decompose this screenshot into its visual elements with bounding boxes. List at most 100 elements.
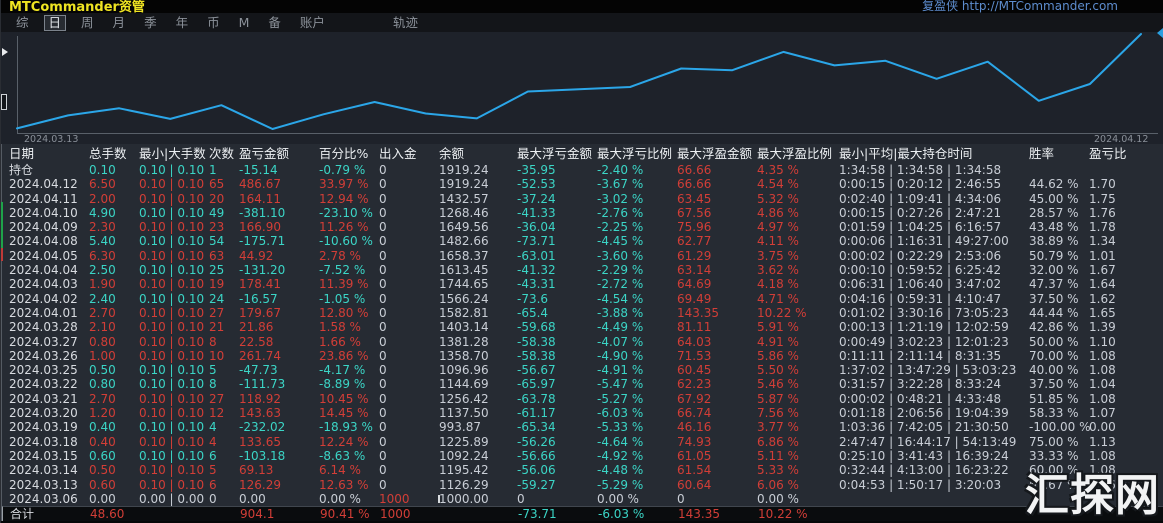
cell: 66.66 — [677, 177, 712, 192]
table-row[interactable]: 2024.03.14 0.50 0.10 | 0.10 5 69.13 6.14 % 0 11… — [2, 463, 1163, 477]
menu-item-8[interactable]: M — [238, 14, 250, 30]
table-row[interactable]: 2024.04.08 5.40 0.10 | 0.10 54 -175.71 -10.60… — [2, 234, 1163, 248]
cell: 0:01:02 | 3:30:16 | 73:05:23 — [839, 305, 1009, 320]
table-header-row: 日期 总手数 最小|大手数 次数 盈亏金额 百分比% 出入金 余额 最大浮亏金额 最大浮亏比例 最大… — [2, 144, 1163, 163]
cell: 0 — [379, 234, 387, 249]
menu-item-2[interactable]: 日 — [43, 14, 67, 31]
table-row[interactable]: 2024.03.27 0.80 0.10 | 0.10 8 22.58 1.66 % 0 13… — [2, 335, 1163, 349]
cell: 4.54 % — [757, 177, 799, 192]
cell: 2.70 — [89, 305, 116, 320]
table-row[interactable]: 2024.03.26 1.00 0.10 | 0.10 10 261.74 23.86 %… — [2, 349, 1163, 363]
menu-item-1[interactable]: 综 — [16, 14, 29, 30]
cell: 61.54 — [677, 463, 712, 478]
menu-item-5[interactable]: 季 — [144, 14, 157, 30]
cell: 0.80 — [89, 334, 116, 349]
cell: 166.90 — [239, 220, 281, 235]
table-row[interactable]: 2024.04.05 6.30 0.10 | 0.10 63 44.92 2.78 % 0 1… — [2, 249, 1163, 263]
brand-link[interactable]: 复盈侠 http://MTCommander.com — [922, 0, 1118, 13]
cell: -232.02 — [239, 420, 286, 435]
cell: 50.00 % — [1029, 334, 1079, 349]
table-row[interactable]: 2024.04.01 2.70 0.10 | 0.10 27 179.67 12.80 %… — [2, 306, 1163, 320]
cell: 0 — [379, 334, 387, 349]
watermark: 汇探网 — [1025, 470, 1160, 521]
cell: 6.50 — [89, 177, 116, 192]
table-row[interactable]: 2024.03.19 0.40 0.10 | 0.10 4 -232.02 -18.93 … — [2, 420, 1163, 434]
cell: 4.18 % — [757, 277, 799, 292]
cell: -65.4 — [517, 305, 549, 320]
menu-item-10[interactable]: 账户 — [299, 14, 325, 30]
cell: 0.00 — [89, 491, 116, 506]
cell: -23.10 % — [319, 205, 373, 220]
table-row[interactable]: 持仓 0.10 0.10 | 0.10 1 -15.14 -0.79 % 0 1919.24 -… — [2, 163, 1163, 177]
table-row[interactable]: 2024.03.22 0.80 0.10 | 0.10 8 -111.73 -8.89 %… — [2, 377, 1163, 391]
cell: 2.70 — [89, 391, 116, 406]
cell: 27 — [209, 391, 225, 406]
table-row[interactable]: 2024.03.20 1.20 0.10 | 0.10 12 143.63 14.45 %… — [2, 406, 1163, 420]
cell-date: 2024.03.27 — [9, 334, 78, 349]
cell: 1 — [209, 163, 217, 177]
cell: 66.66 — [677, 163, 712, 177]
cell: 1.62 — [1089, 291, 1116, 306]
cell: 37.50 % — [1029, 377, 1079, 392]
cell: 0 — [379, 305, 387, 320]
cell: 486.67 — [239, 177, 281, 192]
cell: 164.11 — [239, 191, 281, 206]
cell: 14.45 % — [319, 406, 369, 421]
cell: 1.70 — [1089, 177, 1116, 192]
menu-item-track[interactable]: 轨迹 — [392, 14, 418, 30]
cell: -3.02 % — [597, 191, 644, 206]
cell-date: 2024.03.28 — [9, 320, 78, 335]
cell: 0:01:18 | 2:06:56 | 19:04:39 — [839, 406, 1009, 421]
table-row[interactable]: 2024.04.09 2.30 0.10 | 0.10 23 166.90 11.26 %… — [2, 220, 1163, 234]
cell: 1.04 — [1089, 377, 1116, 392]
cell: 1.75 — [1089, 191, 1116, 206]
cell: 58.33 % — [1029, 406, 1079, 421]
table-row[interactable]: 2024.03.25 0.50 0.10 | 0.10 5 -47.73 -4.17 % 0… — [2, 363, 1163, 377]
table-row[interactable]: 2024.04.11 2.00 0.10 | 0.10 20 164.11 12.94 %… — [2, 192, 1163, 206]
table-row[interactable]: 2024.03.15 0.60 0.10 | 0.10 6 -103.18 -8.63 %… — [2, 449, 1163, 463]
cell: 4 — [209, 420, 217, 435]
menu-item-4[interactable]: 月 — [112, 14, 126, 30]
cell: -4.91 % — [597, 363, 644, 378]
cell: 2.10 — [89, 320, 116, 335]
left-edge-green-marker — [1, 202, 3, 248]
cell: -56.66 — [517, 448, 556, 463]
menu-item-6[interactable]: 年 — [175, 14, 189, 30]
table-row[interactable]: 2024.03.13 0.60 0.10 | 0.10 6 126.29 12.63 % 0… — [2, 478, 1163, 492]
table-row[interactable]: 2024.04.12 6.50 0.10 | 0.10 65 486.67 33.97 %… — [2, 177, 1163, 191]
cell: 4.90 — [89, 205, 116, 220]
cell: 38.89 % — [1029, 234, 1079, 249]
menu-item-9[interactable]: 备 — [268, 14, 281, 30]
menu-item-3[interactable]: 周 — [81, 14, 94, 30]
cell-date: 2024.03.20 — [9, 406, 78, 421]
cell: -58.38 — [517, 334, 556, 349]
table-row[interactable]: 2024.03.28 2.10 0.10 | 0.10 21 21.86 1.58 % 0 1… — [2, 320, 1163, 334]
cell: 0 — [379, 220, 387, 235]
table-row[interactable]: 2024.03.06 0.00 0.00 | 0.00 0 0.00 0.00 % 1000… — [2, 492, 1163, 506]
cell: 81.11 — [677, 320, 712, 335]
cell: -56.26 — [517, 434, 556, 449]
cell: 45.00 % — [1029, 191, 1079, 206]
cell: 0.50 — [89, 363, 116, 378]
cell: 0 — [379, 363, 387, 378]
cell: 0 — [379, 191, 387, 206]
table-row[interactable]: 2024.04.10 4.90 0.10 | 0.10 49 -381.10 -23.10… — [2, 206, 1163, 220]
cell: -73.71 — [517, 234, 556, 249]
cell: 0.10 | 0.10 — [139, 263, 205, 278]
cell: 1225.89 — [439, 434, 489, 449]
cell: 0:06:31 | 1:06:40 | 3:47:02 — [839, 277, 1002, 292]
table-row[interactable]: 2024.03.21 2.70 0.10 | 0.10 27 118.92 10.45 %… — [2, 392, 1163, 406]
table-row[interactable]: 2024.04.04 2.50 0.10 | 0.10 25 -131.20 -7.52 … — [2, 263, 1163, 277]
cell: 0:04:16 | 0:59:31 | 4:10:47 — [839, 291, 1002, 306]
cell-date: 2024.03.06 — [9, 491, 78, 506]
cell: 0.10 | 0.10 — [139, 334, 205, 349]
table-row[interactable]: 2024.04.02 2.40 0.10 | 0.10 24 -16.57 -1.05 %… — [2, 292, 1163, 306]
cell: 0:00:06 | 1:16:31 | 49:27:00 — [839, 234, 1009, 249]
column-header: 盈亏金额 — [239, 146, 290, 161]
menu-item-7[interactable]: 币 — [207, 14, 220, 30]
cell: -100.00 % — [1029, 420, 1091, 435]
cell: 0.00 % — [757, 491, 799, 506]
table-row[interactable]: 2024.03.18 0.40 0.10 | 0.10 4 133.65 12.24 % 0… — [2, 435, 1163, 449]
cell: -2.25 % — [597, 220, 644, 235]
table-row[interactable]: 2024.04.03 1.90 0.10 | 0.10 19 178.41 11.39 %… — [2, 277, 1163, 291]
